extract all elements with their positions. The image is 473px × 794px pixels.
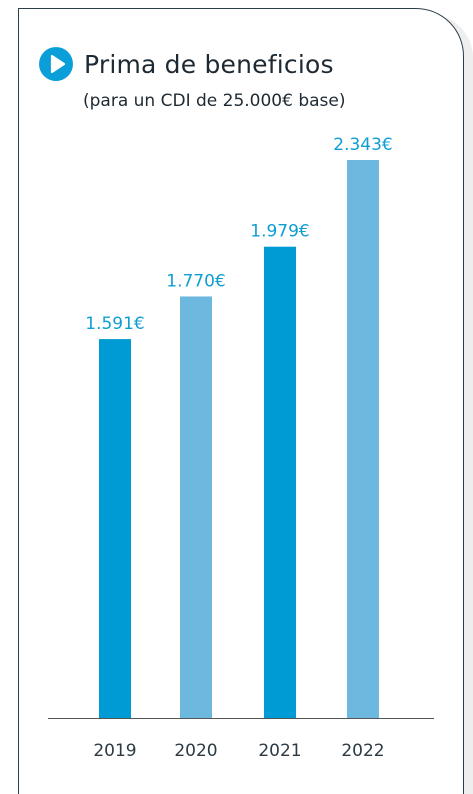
x-tick-label-2022: 2022 [341,741,384,761]
chart-card [18,8,464,794]
chart-header: Prima de beneficios [38,46,334,82]
bar-2021 [264,246,296,719]
chart-subtitle: (para un CDI de 25.000€ base) [83,91,346,111]
value-label-2019: 1.591€ [85,314,144,334]
value-label-2020: 1.770€ [166,271,225,291]
chart-title: Prima de beneficios [84,49,334,79]
value-label-2021: 1.979€ [250,222,309,242]
bar-2019 [99,339,131,718]
value-label-2022: 2.343€ [333,135,392,155]
x-tick-label-2021: 2021 [258,741,301,761]
bar-2020 [180,296,212,718]
x-tick-label-2020: 2020 [174,741,217,761]
bar-2022 [347,160,379,718]
x-tick-label-2019: 2019 [93,741,136,761]
play-circle-icon [39,47,73,81]
